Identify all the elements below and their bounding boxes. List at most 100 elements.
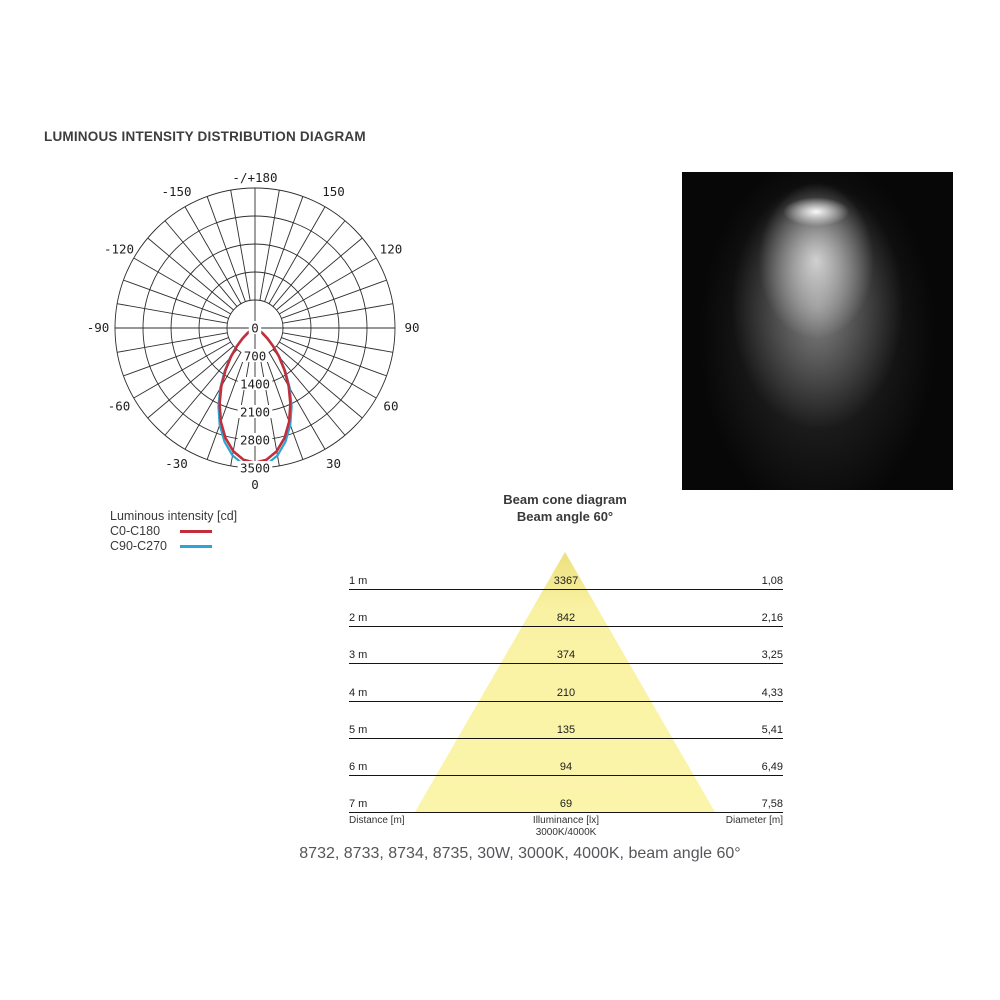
polar-spoke <box>206 196 246 302</box>
beam-distance-value: 4 m <box>349 686 368 699</box>
polar-spoke <box>282 303 393 324</box>
polar-spoke <box>184 352 242 450</box>
beam-illuminance-value: 94 <box>559 761 573 773</box>
blue-line-swatch <box>180 545 212 548</box>
polar-spoke <box>279 341 377 399</box>
angle-label-150: 150 <box>322 184 345 199</box>
angle-label-60: 60 <box>383 399 398 414</box>
legend-item-c0-c180: C0-C180 <box>110 524 237 539</box>
beam-angle-subtitle: Beam angle 60° <box>516 509 614 524</box>
polar-spoke <box>133 341 231 399</box>
beam-diameter-value: 3,25 <box>761 649 783 662</box>
ring-label-3500: 3500 <box>240 461 270 476</box>
angle-label-120: 120 <box>380 242 403 257</box>
beam-illuminance-value: 374 <box>556 649 576 662</box>
beam-table-row: 374 3 m 3,25 <box>349 647 783 665</box>
polar-spoke <box>282 332 393 353</box>
ring-label-bg <box>241 349 269 362</box>
polar-spoke <box>279 257 377 315</box>
beam-illuminance-value: 135 <box>556 723 576 736</box>
beam-diameter-value: 5,41 <box>761 723 783 736</box>
polar-spoke <box>123 337 229 377</box>
beam-diameter-value: 7,58 <box>761 798 783 811</box>
polar-spoke <box>259 190 280 301</box>
ring-label-bg <box>237 405 273 418</box>
polar-spoke <box>281 279 387 319</box>
ring-label-0: 0 <box>251 321 259 336</box>
polar-spoke <box>117 303 228 324</box>
red-line-swatch <box>180 530 212 533</box>
legend-item-c90-c270: C90-C270 <box>110 539 237 554</box>
angle-label-30: 30 <box>326 456 341 471</box>
angle-label-90: 90 <box>404 320 419 335</box>
beam-diameter-value: 6,49 <box>761 761 783 773</box>
beam-illuminance-value: 210 <box>556 686 576 699</box>
polar-spoke <box>276 237 363 311</box>
polar-spoke <box>281 337 387 377</box>
chart-legend: Luminous intensity [cd] C0-C180 C90-C270 <box>110 509 237 554</box>
polar-spoke <box>206 354 246 460</box>
polar-spoke <box>276 345 363 419</box>
polar-spoke <box>123 279 229 319</box>
polar-spoke <box>264 354 304 460</box>
polar-spoke <box>272 349 346 436</box>
beam-distance-value: 2 m <box>349 612 368 625</box>
polar-spoke <box>264 196 304 302</box>
beam-diameter-value: 2,16 <box>761 612 783 625</box>
polar-chart-svg: -/+180 -150 150 -120 120 -90 90 -60 60 -30 30 0 0 700… <box>87 170 420 492</box>
legend-title: Luminous intensity [cd] <box>110 509 238 523</box>
polar-spoke <box>268 206 326 304</box>
beam-table-row: 210 4 m 4,33 <box>349 685 783 702</box>
polar-spoke <box>164 349 238 436</box>
beam-table-row: 135 5 m 5,41 <box>349 722 783 739</box>
beam-distance-value: 6 m <box>349 761 368 773</box>
beam-cone-title: Beam cone diagram <box>503 492 627 507</box>
polar-intensity-chart: -/+180 -150 150 -120 120 -90 90 -60 60 -30 30 0 0 700… <box>60 163 450 508</box>
distance-column-label: Distance [m] <box>349 815 405 826</box>
angle-label--30: -30 <box>165 456 188 471</box>
polar-spoke <box>147 345 234 419</box>
beam-table-row: 69 7 m 7,58 <box>349 796 783 814</box>
legend-label-c90-c270: C90-C270 <box>110 539 167 553</box>
beam-photo <box>682 172 953 490</box>
ring-label-1400: 1400 <box>240 377 270 392</box>
angle-label--120: -120 <box>104 242 134 257</box>
angle-label--90: -90 <box>87 320 110 335</box>
ring-label-bg <box>237 377 273 390</box>
polar-spoke <box>164 220 238 307</box>
angle-label-0: 0 <box>251 477 259 492</box>
product-caption: 8732, 8733, 8734, 8735, 30W, 3000K, 4000… <box>299 845 741 862</box>
polar-spoke <box>133 257 231 315</box>
polar-spoke <box>117 332 228 353</box>
angle-label--150: -150 <box>161 184 191 199</box>
polar-spoke <box>268 352 326 450</box>
ring-label-2100: 2100 <box>240 405 270 420</box>
ring-label-2800: 2800 <box>240 433 270 448</box>
polar-spoke <box>272 220 346 307</box>
page-title: LUMINOUS INTENSITY DISTRIBUTION DIAGRAM <box>44 129 366 144</box>
beam-distance-value: 3 m <box>349 649 368 662</box>
polar-spoke <box>147 237 234 311</box>
beam-distance-value: 1 m <box>349 575 368 587</box>
ring-label-bg <box>237 433 273 446</box>
ring-label-bg <box>237 461 273 474</box>
beam-distance-value: 5 m <box>349 723 368 736</box>
beam-diameter-value: 4,33 <box>761 686 783 699</box>
beam-table-row: 842 2 m 2,16 <box>349 610 783 628</box>
beam-diameter-value: 1,08 <box>761 575 783 587</box>
beam-distance-value: 7 m <box>349 798 368 811</box>
angle-label--/+180: -/+180 <box>232 170 277 185</box>
legend-label-c0-c180: C0-C180 <box>110 524 161 538</box>
diameter-column-label: Diameter [m] <box>725 815 783 826</box>
beam-table-row: 3367 1 m 1,08 <box>349 573 783 590</box>
beam-illuminance-value: 842 <box>556 612 576 625</box>
polar-spoke <box>230 190 251 301</box>
illuminance-column-label: Illuminance [lx] 3000K/4000K <box>532 815 600 838</box>
beam-illuminance-value: 3367 <box>553 575 579 587</box>
legend-title-row: Luminous intensity [cd] <box>110 509 237 524</box>
ring-label-700: 700 <box>244 349 267 364</box>
ring-label-bg <box>248 321 262 334</box>
beam-cone-diagram: Beam cone diagram Beam angle 60° 3367 1 m… <box>340 488 790 848</box>
beam-table-row: 94 6 m 6,49 <box>349 759 783 776</box>
angle-label--60: -60 <box>108 399 131 414</box>
